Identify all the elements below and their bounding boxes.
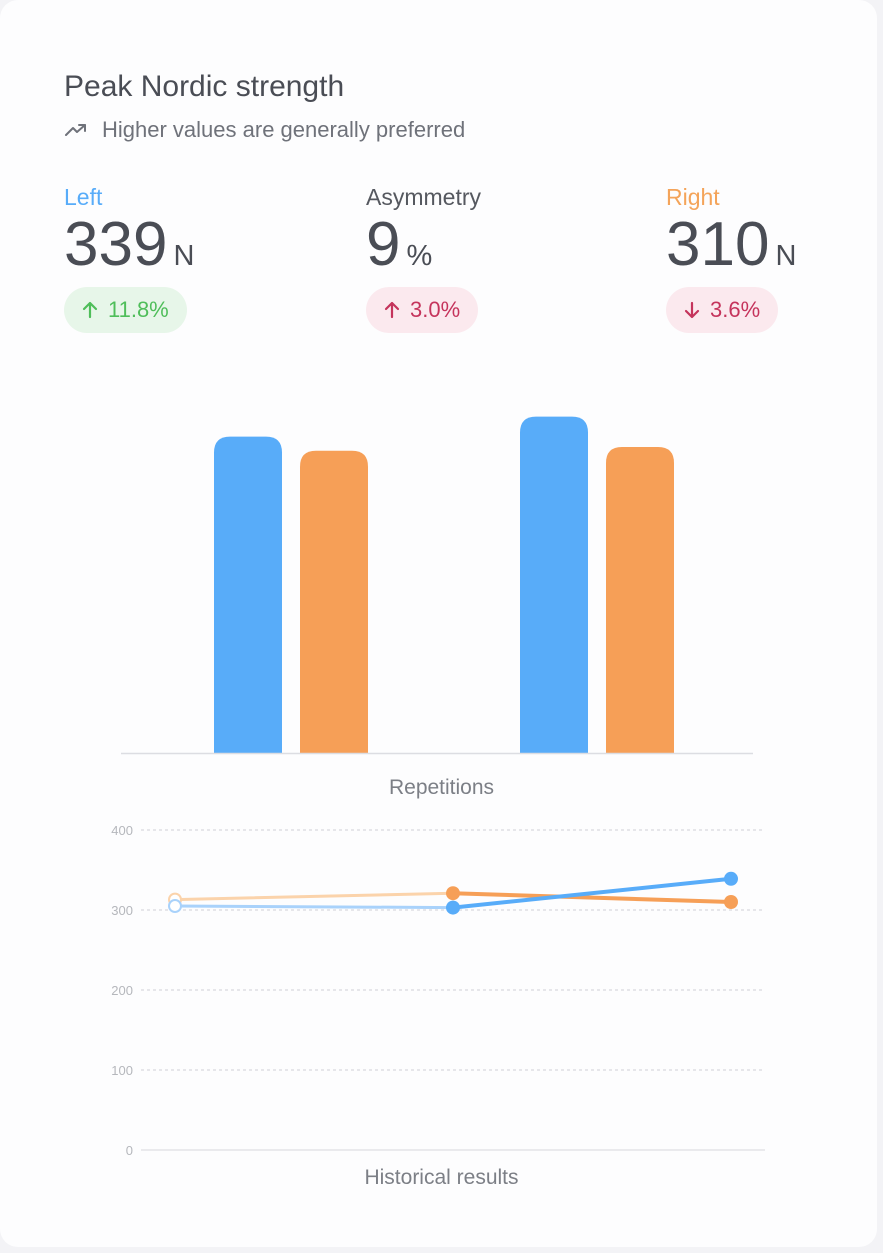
metric-left-value: 339 — [64, 210, 168, 279]
metric-right-change-badge: 3.6% — [666, 287, 779, 333]
y-tick-label: 0 — [126, 1143, 133, 1158]
metric-asymmetry-change-badge: 3.0% — [366, 287, 479, 333]
metric-right-unit: N — [775, 240, 797, 272]
y-tick-label: 300 — [111, 903, 133, 918]
trending-up-icon — [65, 124, 86, 136]
point-left-1 — [168, 899, 182, 913]
subtitle-text: Higher values are generally preferred — [102, 117, 466, 142]
bar-left-rep-1 — [214, 436, 282, 753]
y-tick-label: 400 — [111, 823, 133, 838]
bar-right-rep-2 — [606, 447, 674, 753]
line-right-segment-faded — [173, 891, 455, 902]
line-left-segment — [451, 876, 733, 910]
point-left-3 — [724, 871, 738, 886]
historical-axis-label: Historical results — [364, 1166, 519, 1189]
metric-right: Right 310 N 3.6% — [666, 184, 796, 333]
metric-asymmetry-label: Asymmetry — [366, 184, 481, 210]
repetitions-bar-chart — [121, 416, 753, 755]
metric-left: Left 339 N 11.8% — [64, 184, 194, 333]
metric-asymmetry-value: 9 — [366, 210, 401, 279]
metric-asymmetry-unit: % — [406, 240, 433, 272]
historical-line-chart: 400 300 200 100 0 — [111, 823, 765, 1158]
metric-asymmetry-change: 3.0% — [410, 297, 461, 322]
metric-left-change: 11.8% — [108, 297, 169, 322]
metric-left-label: Left — [64, 184, 103, 210]
repetitions-axis-label: Repetitions — [388, 776, 495, 799]
point-right-2 — [446, 886, 460, 901]
point-left-2 — [446, 900, 460, 915]
arrow-down-icon — [684, 301, 700, 319]
page-title: Peak Nordic strength — [64, 70, 345, 103]
metric-left-change-badge: 11.8% — [64, 287, 187, 333]
metric-right-value: 310 — [666, 210, 770, 279]
line-left-segment-faded — [173, 904, 455, 910]
arrow-up-icon — [82, 301, 98, 319]
metric-left-unit: N — [173, 240, 195, 272]
y-tick-label: 200 — [111, 983, 133, 998]
subtitle: Higher values are generally preferred — [64, 117, 465, 143]
metric-right-label: Right — [666, 184, 720, 210]
bar-left-rep-2 — [520, 416, 588, 753]
line-right-segment — [451, 891, 733, 904]
bar-right-rep-1 — [300, 450, 368, 753]
metric-asymmetry: Asymmetry 9 % 3.0% — [366, 184, 481, 333]
point-right-3 — [724, 895, 738, 909]
y-tick-label: 100 — [111, 1063, 133, 1078]
metric-right-change: 3.6% — [710, 297, 761, 322]
arrow-up-icon — [384, 301, 400, 319]
